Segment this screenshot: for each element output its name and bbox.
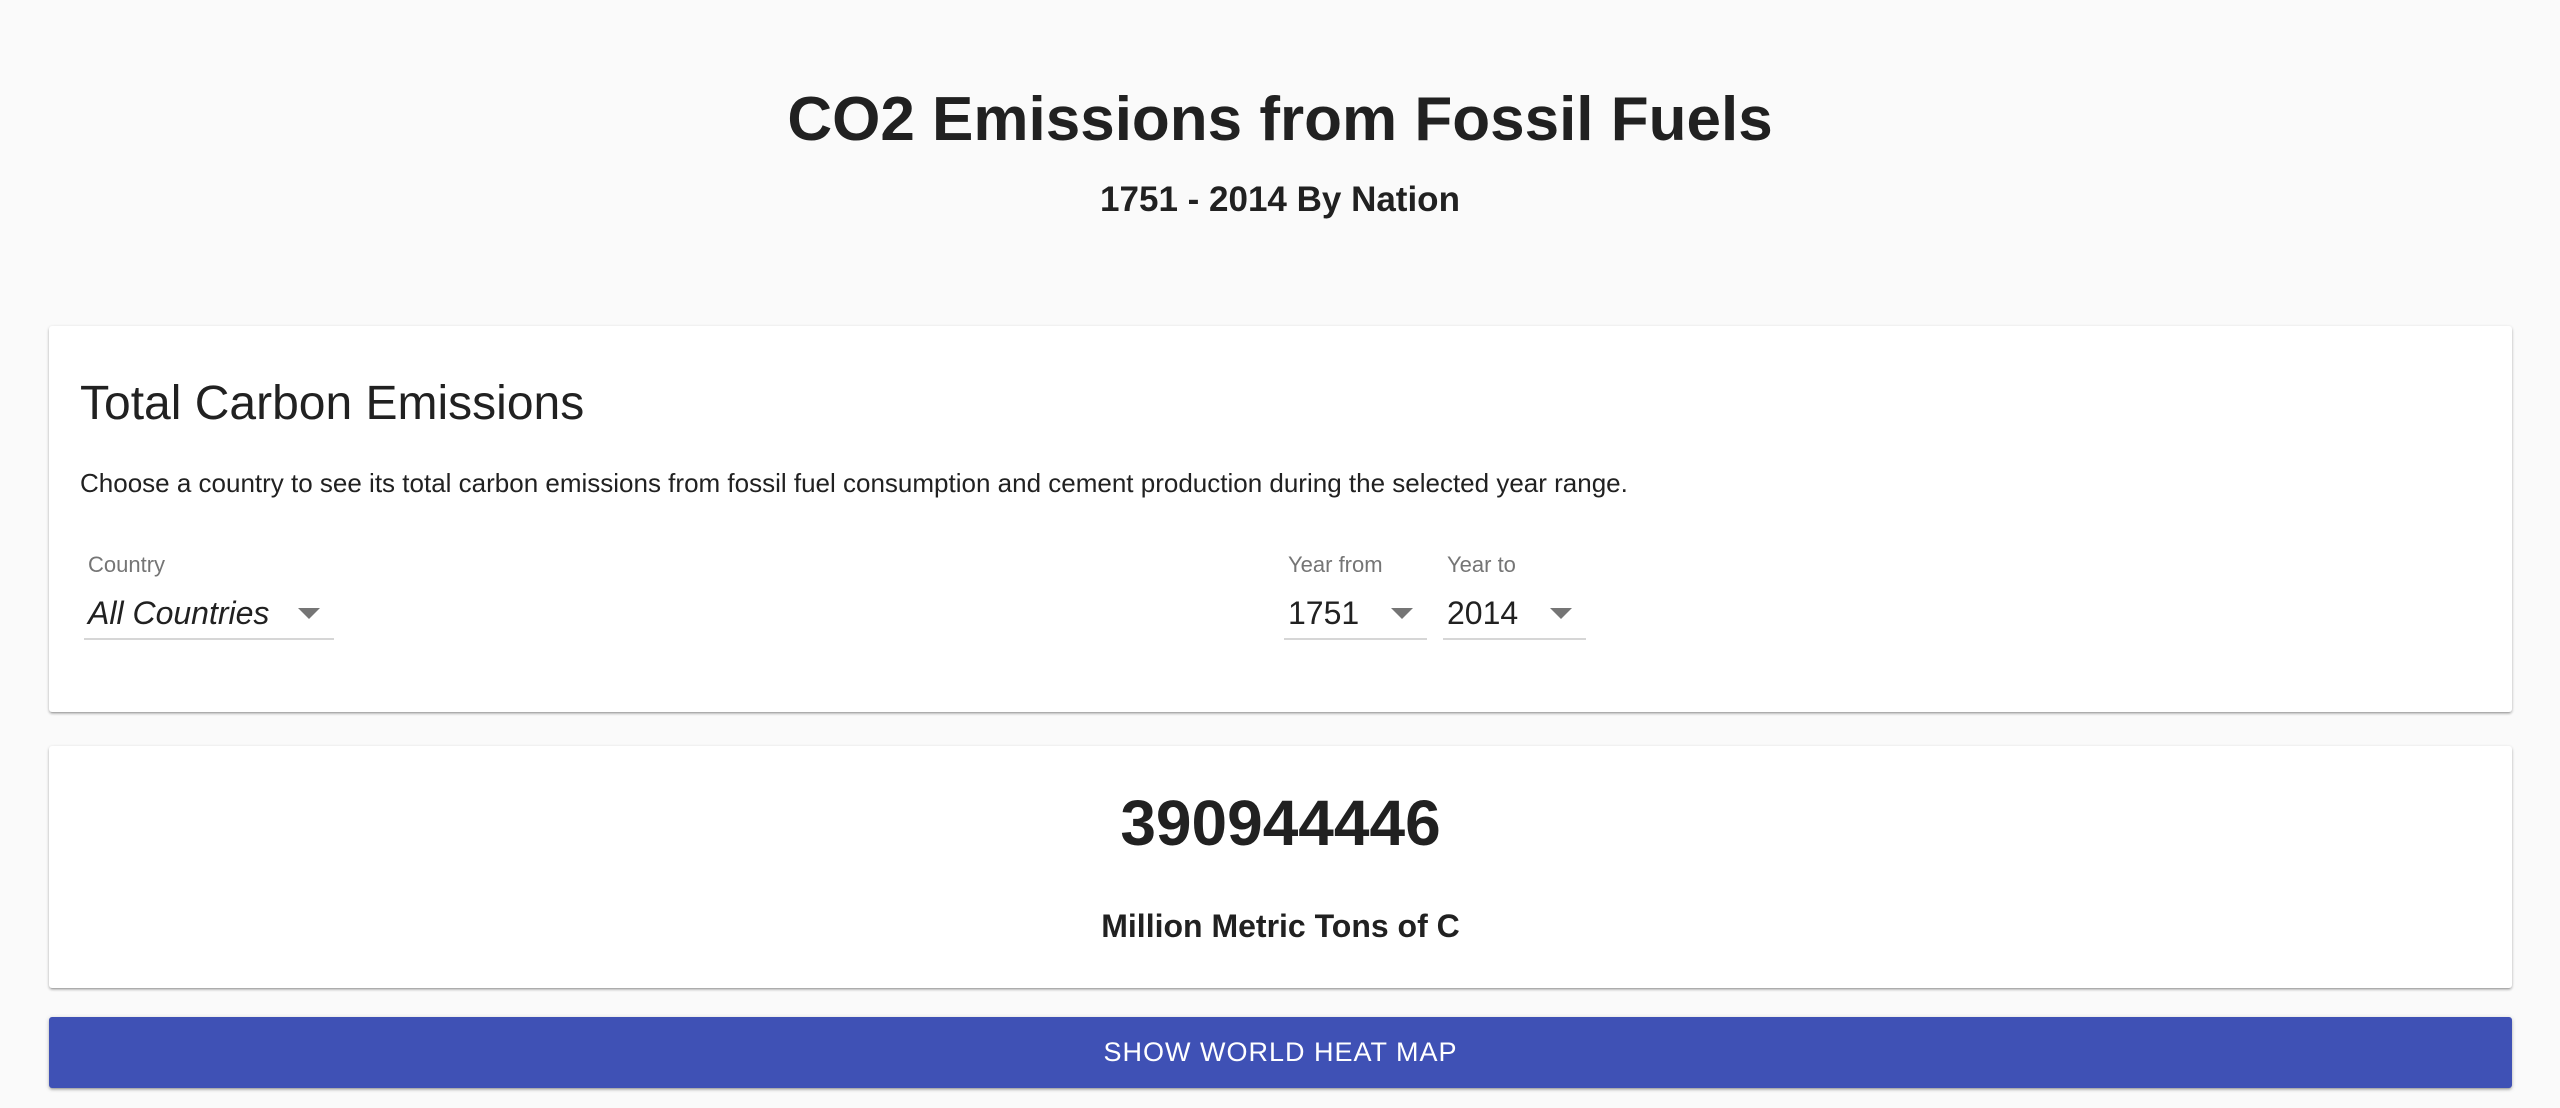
card-description: Choose a country to see its total carbon… bbox=[80, 468, 1628, 498]
caret-down-icon bbox=[1550, 608, 1572, 619]
year-from-field: Year from 1751 bbox=[1284, 552, 1427, 640]
caret-down-icon bbox=[1391, 608, 1413, 619]
year-to-select[interactable]: 2014 bbox=[1443, 588, 1586, 640]
total-emissions-card: Total Carbon Emissions Choose a country … bbox=[49, 326, 2512, 712]
total-emissions-value: 390944446 bbox=[1120, 787, 1441, 859]
card-title: Total Carbon Emissions bbox=[80, 377, 585, 430]
total-emissions-unit: Million Metric Tons of C bbox=[1101, 908, 1460, 944]
year-to-label: Year to bbox=[1447, 552, 1516, 577]
country-select[interactable]: All Countries bbox=[84, 588, 334, 640]
page-title: CO2 Emissions from Fossil Fuels bbox=[787, 85, 1773, 154]
show-world-heat-map-button[interactable]: SHOW WORLD HEAT MAP bbox=[49, 1017, 2512, 1088]
page-subtitle: 1751 - 2014 By Nation bbox=[1100, 180, 1460, 219]
year-to-field: Year to 2014 bbox=[1443, 552, 1586, 640]
year-from-select-value: 1751 bbox=[1288, 595, 1360, 631]
country-label: Country bbox=[88, 552, 166, 577]
year-from-label: Year from bbox=[1288, 552, 1383, 577]
country-select-value: All Countries bbox=[88, 595, 270, 631]
page-header: CO2 Emissions from Fossil Fuels 1751 - 2… bbox=[0, 0, 2560, 222]
year-to-select-value: 2014 bbox=[1447, 595, 1519, 631]
country-field: Country All Countries bbox=[84, 552, 334, 640]
caret-down-icon bbox=[298, 608, 320, 619]
result-card: 390944446 Million Metric Tons of C bbox=[49, 746, 2512, 988]
year-from-select[interactable]: 1751 bbox=[1284, 588, 1427, 640]
